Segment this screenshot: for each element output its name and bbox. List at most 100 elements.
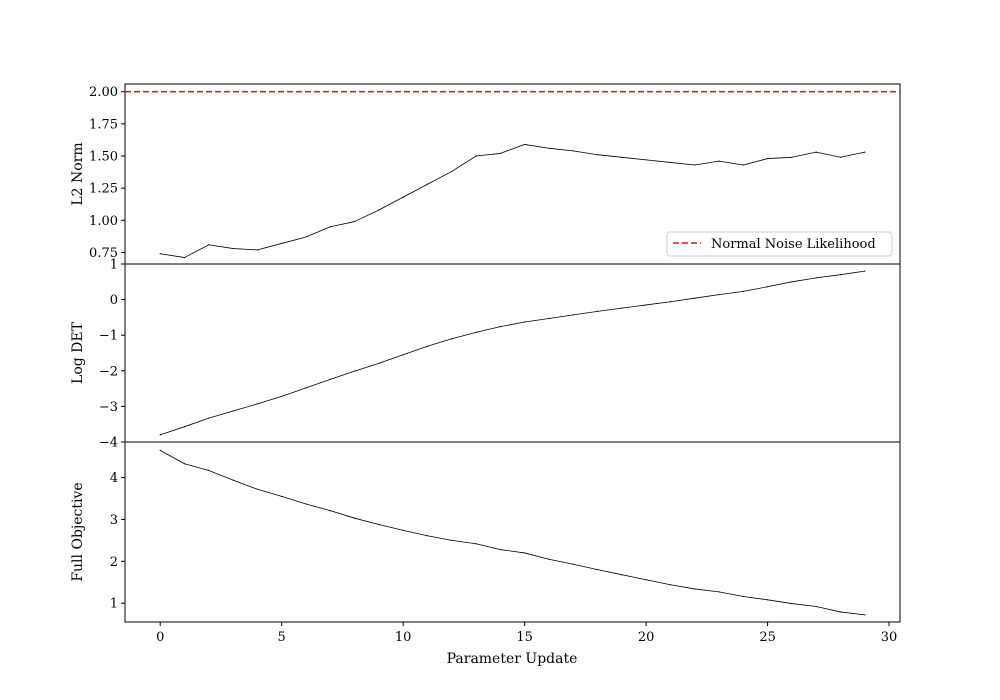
l2-norm-data-point [402,196,404,198]
log-det-data-point [183,426,186,428]
full-objective-data-point [572,563,574,565]
l2-norm-data-point [305,236,307,238]
log-det-data-point [621,307,623,309]
log-det-data-point [572,314,574,316]
log-det-data-point [475,331,477,333]
legend-label-normal-noise: Normal Noise Likelihood [711,237,876,252]
log-det-data-point [499,326,501,328]
log-det-data-point [864,270,866,272]
full-objective-data-point [378,523,380,526]
log-det-data-point [766,286,769,288]
l2-norm-data-point [232,247,234,250]
log-det-series-line [160,270,865,436]
xtick-label: 30 [881,630,898,645]
l2-norm-data-point [475,155,477,157]
legend-box [666,231,893,257]
full-objective-data-point [281,495,283,498]
full-objective-data-point [159,449,161,451]
l2-norm-y-axis-label: L2 Norm [70,142,86,205]
l2-norm-data-point [766,157,769,160]
log-det-data-point [232,410,234,412]
full-objective-data-point [475,543,477,545]
log-det-data-point [524,321,526,323]
xtick-label: 5 [278,630,286,645]
xtick-label: 20 [638,630,655,645]
full-objective-data-point [742,595,744,598]
l2-norm-data-point [353,220,356,223]
log-det-data-point [718,294,720,296]
log-det-data-point [839,274,842,276]
full-objective-data-point [524,552,526,554]
l2-norm-data-point [694,164,696,166]
l2-norm-data-point [621,156,623,158]
log-det-panel: −4 −3 −2 −1 0 1 Log DET [70,258,901,451]
xtick-label: 0 [156,630,164,645]
full-objective-data-point [183,463,186,465]
full-objective-ytick-label: 2 [110,555,118,570]
log-det-ytick-label: 1 [110,258,118,273]
full-objective-ytick-label: 4 [110,471,118,486]
log-det-data-point [694,297,696,299]
log-det-data-point [426,345,429,347]
xtick-label: 25 [759,630,776,645]
full-objective-data-point [791,602,793,605]
l2-norm-ytick-label: 1.25 [89,182,118,197]
log-det-ytick-label: −1 [99,329,118,344]
x-axis-label: Parameter Update [447,651,578,667]
full-objective-data-point [256,488,259,490]
l2-norm-data-point [426,183,429,185]
xtick-label: 15 [516,630,533,645]
full-objective-ytick-label: 3 [110,513,118,528]
l2-norm-data-point [281,242,283,245]
full-objective-panel: 1 2 3 4 0 5 10 15 20 25 30 Full Objective [70,441,901,645]
l2-norm-data-point [499,152,501,155]
l2-norm-data-point [548,147,550,149]
full-objective-data-point [718,591,720,593]
log-det-data-point [742,290,744,293]
log-det-data-point [402,354,404,356]
full-objective-ytick-label: 1 [110,597,118,612]
l2-norm-data-point [524,143,526,146]
log-det-data-point [645,304,647,306]
full-objective-data-point [548,558,550,560]
l2-norm-ytick-label: 1.00 [89,214,118,229]
full-objective-data-point [208,469,210,472]
log-det-data-point [451,338,453,340]
log-det-data-point [669,301,672,303]
l2-norm-data-point [256,249,259,251]
l2-norm-data-point [329,226,331,228]
full-objective-data-point [329,510,331,512]
l2-norm-data-point [159,253,161,255]
log-det-data-point [256,403,259,405]
l2-norm-data-point [718,160,720,162]
l2-norm-data-point [378,209,380,211]
l2-norm-data-point [572,150,574,152]
log-det-ytick-label: 0 [110,293,118,308]
log-det-data-point [815,277,817,279]
l2-norm-ytick-label: 1.75 [89,117,118,132]
full-objective-data-point [451,539,453,541]
l2-norm-data-point [183,256,186,259]
l2-norm-series-line [160,144,865,258]
log-det-ytick-label: −2 [99,364,118,379]
legend: Normal Noise Likelihood [666,231,893,257]
l2-norm-data-point [815,151,817,153]
full-objective-data-point [815,605,817,608]
log-det-data-point [791,281,793,283]
full-objective-data-point [305,503,307,505]
l2-norm-ytick-label: 1.50 [89,150,118,165]
log-det-data-point [596,310,599,312]
full-objective-axes-frame [124,441,901,623]
l2-norm-data-point [669,161,672,164]
l2-norm-data-point [791,156,793,158]
l2-norm-data-point [451,170,453,173]
full-objective-data-point [839,611,842,613]
full-objective-data-point [645,579,647,581]
log-det-data-point [208,417,210,419]
log-det-data-point [378,362,380,364]
full-objective-series-line [160,450,865,616]
full-objective-data-point [596,569,599,571]
log-det-data-point [329,378,331,380]
full-objective-data-point [402,529,404,531]
l2-norm-data-point [742,164,744,166]
